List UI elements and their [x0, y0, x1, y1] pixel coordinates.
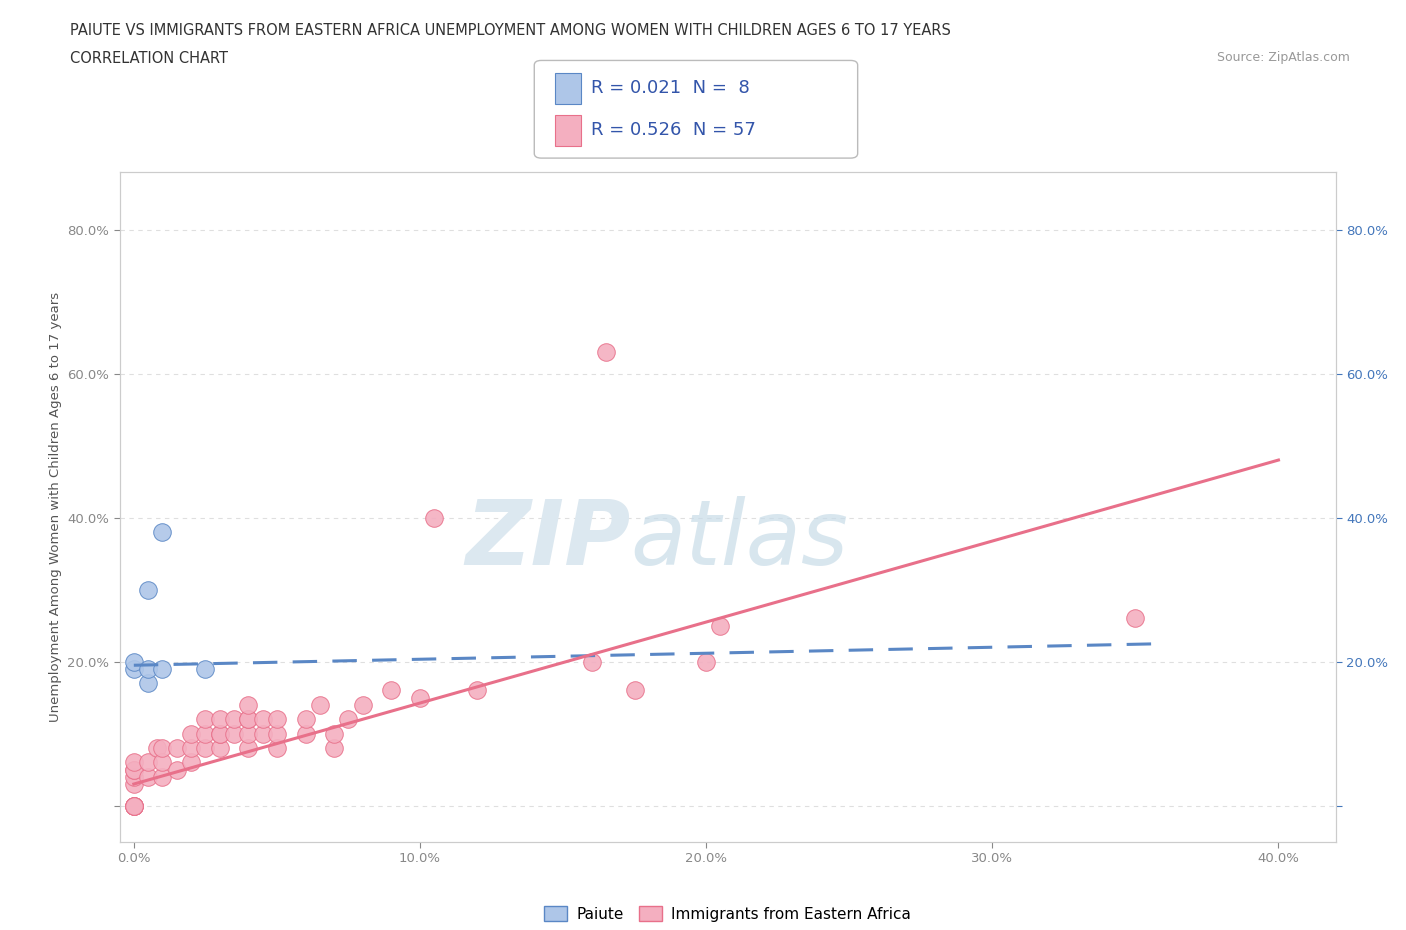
Point: [194, 711, 217, 726]
Point: [252, 726, 274, 741]
Point: [194, 726, 217, 741]
Point: [122, 798, 145, 813]
Point: [208, 726, 231, 741]
Point: [208, 711, 231, 726]
Point: [238, 711, 260, 726]
Point: [238, 698, 260, 712]
Point: [308, 698, 330, 712]
Point: [136, 582, 159, 597]
Point: [294, 726, 316, 741]
Point: [122, 654, 145, 669]
Point: [222, 726, 245, 741]
Point: [294, 711, 316, 726]
Point: [266, 740, 288, 755]
Point: [194, 740, 217, 755]
Point: [152, 740, 174, 755]
Point: [122, 769, 145, 784]
Point: [194, 661, 217, 676]
Point: [208, 726, 231, 741]
Point: [409, 690, 432, 705]
Y-axis label: Unemployment Among Women with Children Ages 6 to 17 years: Unemployment Among Women with Children A…: [49, 292, 62, 722]
Point: [709, 618, 731, 633]
Legend: Paiute, Immigrants from Eastern Africa: Paiute, Immigrants from Eastern Africa: [538, 899, 917, 928]
Point: [122, 763, 145, 777]
Point: [166, 763, 188, 777]
Text: R = 0.526  N = 57: R = 0.526 N = 57: [591, 121, 755, 140]
Point: [122, 798, 145, 813]
Point: [152, 525, 174, 539]
Point: [122, 661, 145, 676]
Point: [352, 698, 374, 712]
Point: [266, 711, 288, 726]
Point: [180, 740, 202, 755]
Point: [238, 711, 260, 726]
Point: [122, 763, 145, 777]
Point: [208, 740, 231, 755]
Point: [122, 798, 145, 813]
Text: atlas: atlas: [630, 497, 848, 584]
Point: [323, 740, 346, 755]
Text: Source: ZipAtlas.com: Source: ZipAtlas.com: [1216, 51, 1350, 64]
Point: [238, 726, 260, 741]
Point: [166, 740, 188, 755]
Point: [122, 777, 145, 791]
Point: [581, 654, 603, 669]
Point: [323, 726, 346, 741]
Point: [380, 683, 402, 698]
Point: [152, 755, 174, 770]
Point: [695, 654, 717, 669]
Point: [423, 511, 446, 525]
Point: [122, 755, 145, 770]
Point: [122, 798, 145, 813]
Point: [136, 755, 159, 770]
Point: [152, 769, 174, 784]
Point: [266, 726, 288, 741]
Point: [623, 683, 645, 698]
Point: [136, 769, 159, 784]
Point: [145, 740, 167, 755]
Point: [252, 711, 274, 726]
Point: [1125, 611, 1147, 626]
Point: [152, 661, 174, 676]
Point: [238, 740, 260, 755]
Point: [180, 755, 202, 770]
Point: [222, 711, 245, 726]
Point: [180, 726, 202, 741]
Point: [136, 676, 159, 691]
Point: [122, 798, 145, 813]
Point: [136, 661, 159, 676]
Point: [337, 711, 360, 726]
Text: CORRELATION CHART: CORRELATION CHART: [70, 51, 228, 66]
Text: PAIUTE VS IMMIGRANTS FROM EASTERN AFRICA UNEMPLOYMENT AMONG WOMEN WITH CHILDREN : PAIUTE VS IMMIGRANTS FROM EASTERN AFRICA…: [70, 23, 952, 38]
Text: R = 0.021  N =  8: R = 0.021 N = 8: [591, 79, 749, 98]
Point: [595, 345, 617, 360]
Text: ZIP: ZIP: [465, 497, 630, 584]
Point: [465, 683, 488, 698]
